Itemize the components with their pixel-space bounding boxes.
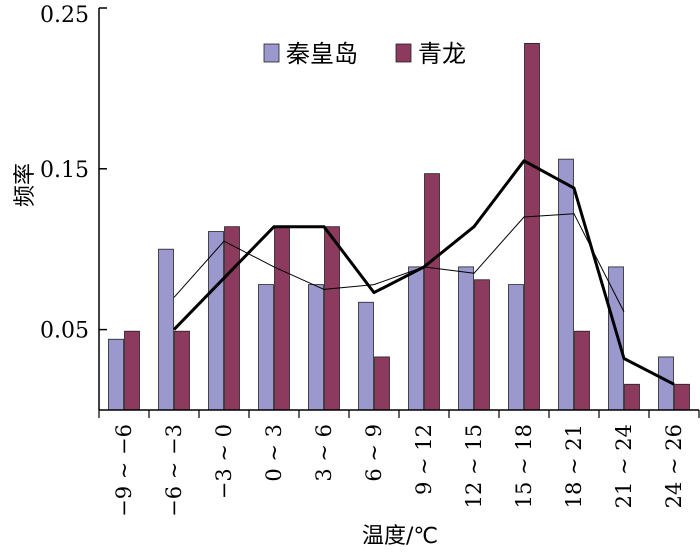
y-axis-title: 频率 (13, 163, 38, 207)
x-category-label: 21 ~ 24 (612, 424, 636, 508)
bar-qinhuangdao (208, 231, 224, 411)
bar-qinhuangdao (608, 266, 624, 411)
bar-qinhuangdao (358, 301, 374, 411)
trend-line-qinhuangdao (173, 213, 625, 313)
x-category-label: −6 ~ −3 (162, 424, 186, 517)
x-category-label: 0 ~ 3 (262, 424, 286, 482)
legend-swatch (395, 43, 412, 63)
x-category-label: 6 ~ 9 (362, 424, 386, 482)
legend-swatch (263, 43, 280, 63)
bar-qinglong (424, 173, 440, 411)
bar-qinhuangdao (458, 266, 474, 411)
x-category-label: 15 ~ 18 (512, 424, 536, 508)
bar-qinglong (624, 383, 640, 411)
bar-qinglong (474, 279, 490, 411)
y-tick-label: 0.25 (40, 3, 89, 28)
bar-qinhuangdao (508, 284, 524, 411)
bar-qinglong (574, 330, 590, 411)
bar-qinglong (374, 356, 390, 411)
bar-qinglong (324, 226, 340, 411)
legend-label: 秦皇岛 (286, 40, 358, 68)
x-category-label: 18 ~ 21 (562, 424, 586, 508)
x-category-label: 3 ~ 6 (312, 424, 336, 482)
y-tick-label: 0.05 (40, 319, 89, 344)
bar-qinhuangdao (158, 248, 174, 411)
x-category-label: 12 ~ 15 (462, 424, 486, 508)
bar-qinglong (674, 383, 690, 411)
bar-qinglong (524, 42, 540, 411)
bar-qinhuangdao (408, 266, 424, 411)
bar-qinglong (274, 226, 290, 411)
x-axis-title: 温度/℃ (362, 524, 438, 549)
bar-qinglong (224, 226, 240, 411)
x-category-label: 9 ~ 12 (412, 424, 436, 495)
bar-qinhuangdao (108, 338, 124, 411)
bar-qinhuangdao (558, 158, 574, 411)
bar-qinhuangdao (308, 284, 324, 411)
legend-label: 青龙 (418, 40, 466, 68)
trend-line-qinglong (172, 159, 675, 386)
bar-qinglong (174, 330, 190, 411)
bar-qinhuangdao (258, 284, 274, 411)
bar-qinglong (124, 330, 140, 411)
x-category-label: −9 ~ −6 (112, 424, 136, 517)
x-category-label: 24 ~ 26 (662, 424, 686, 508)
x-category-label: −3 ~ 0 (212, 424, 236, 499)
y-tick-label: 0.15 (40, 158, 89, 183)
